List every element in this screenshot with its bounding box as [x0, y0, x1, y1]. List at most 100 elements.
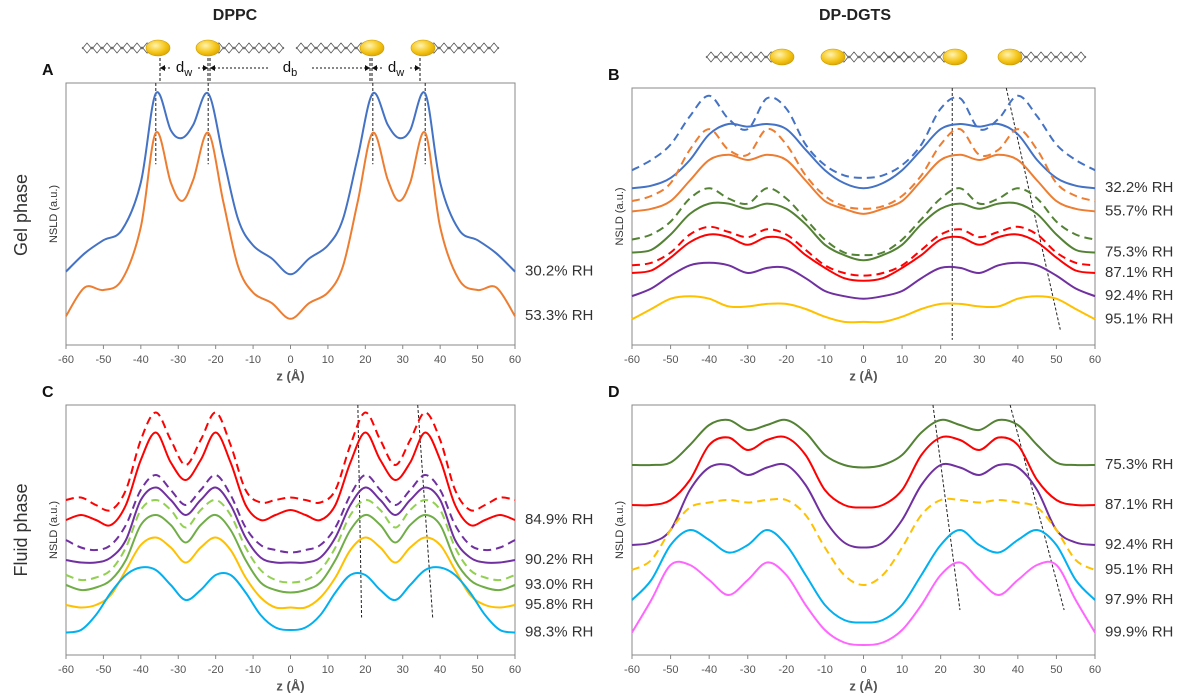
legend-label: 75.3% RH	[1105, 243, 1173, 260]
x-tick-label: -60	[624, 354, 640, 366]
guide-line	[1005, 87, 1061, 330]
x-tick-label: -50	[95, 664, 111, 676]
x-tick-label: -10	[245, 354, 261, 366]
series-line	[65, 431, 516, 527]
x-tick-label: 0	[860, 354, 866, 366]
x-tick-label: 30	[973, 354, 985, 366]
lipid-head	[145, 39, 171, 57]
series-line	[631, 560, 1096, 646]
x-tick-label: 50	[471, 664, 483, 676]
series-line	[631, 94, 1096, 179]
series-line	[631, 497, 1096, 587]
plot-frame	[631, 87, 1096, 346]
x-tick-label: -50	[663, 354, 679, 366]
x-tick-label: -40	[701, 354, 717, 366]
x-tick-label: 10	[322, 664, 334, 676]
legend-label: 98.3% RH	[525, 623, 593, 640]
legend-label: 92.4% RH	[1105, 536, 1173, 553]
row-label: Gel phase	[11, 174, 31, 256]
x-tick-label: 20	[359, 664, 371, 676]
x-tick-label: 50	[1050, 354, 1062, 366]
lipid-tail	[207, 46, 285, 54]
legend-label: 90.2% RH	[525, 551, 593, 568]
x-tick-label: 20	[359, 354, 371, 366]
y-axis-label: NSLD (a.u.)	[614, 187, 626, 245]
lipid-tail	[81, 42, 159, 50]
lipid-tail	[295, 42, 373, 50]
series-line	[65, 131, 516, 320]
series-line	[65, 536, 516, 610]
lipid-tail	[1009, 55, 1087, 63]
x-tick-label: 10	[322, 354, 334, 366]
series-line	[631, 225, 1096, 277]
x-tick-label: -30	[740, 354, 756, 366]
series-line	[631, 153, 1096, 215]
panel-label: A	[42, 62, 54, 79]
y-axis-label: NSLD (a.u.)	[614, 501, 626, 559]
legend-label: 93.0% RH	[525, 576, 593, 593]
series-line	[631, 127, 1096, 210]
x-tick-label: 30	[397, 664, 409, 676]
x-tick-label: 20	[935, 354, 947, 366]
x-tick-label: -10	[245, 664, 261, 676]
x-tick-label: -50	[95, 354, 111, 366]
x-axis-label: z (Å)	[276, 368, 304, 383]
annotation-main: d	[283, 59, 291, 76]
lipid-head	[820, 48, 846, 66]
series-line	[631, 261, 1096, 300]
x-tick-label: 60	[1089, 354, 1101, 366]
series-line	[65, 411, 516, 512]
panel-label: D	[608, 384, 620, 401]
series-line	[631, 528, 1096, 624]
legend-label: 87.1% RH	[1105, 264, 1173, 281]
series-line	[631, 462, 1096, 549]
lipid-tail	[705, 55, 783, 63]
x-tick-label: -50	[663, 664, 679, 676]
x-axis-label: z (Å)	[276, 678, 304, 693]
lipid-tail	[878, 55, 956, 63]
x-tick-label: -60	[58, 664, 74, 676]
series-line	[631, 187, 1096, 257]
series-line	[631, 418, 1096, 469]
x-axis-label: z (Å)	[849, 678, 877, 693]
x-tick-label: -30	[170, 354, 186, 366]
x-tick-label: 0	[860, 664, 866, 676]
legend-label: 95.1% RH	[1105, 561, 1173, 578]
x-tick-label: 40	[434, 354, 446, 366]
x-tick-label: -20	[208, 664, 224, 676]
x-tick-label: 40	[1012, 354, 1024, 366]
annotation-sub: w	[183, 67, 192, 79]
row-label: Fluid phase	[11, 483, 31, 576]
legend-label: 92.4% RH	[1105, 287, 1173, 304]
x-tick-label: -20	[208, 354, 224, 366]
annotation: dw	[388, 59, 404, 79]
x-tick-label: 60	[509, 664, 521, 676]
annotation-main: d	[388, 59, 396, 76]
lipid-cartoons	[81, 39, 1087, 66]
lipid-head	[997, 48, 1023, 66]
guide-line	[932, 404, 961, 611]
x-tick-label: -40	[701, 664, 717, 676]
annotation: dw	[176, 59, 192, 79]
legend-label: 87.1% RH	[1105, 496, 1173, 513]
legend-label: 55.7% RH	[1105, 202, 1173, 219]
series-line	[631, 122, 1096, 190]
x-tick-label: 10	[896, 664, 908, 676]
annotation: db	[283, 59, 297, 79]
annotation-sub: w	[395, 67, 404, 79]
plot-frame	[631, 404, 1096, 656]
panel-label: B	[608, 67, 620, 84]
x-tick-label: 50	[1050, 664, 1062, 676]
plot-frame	[65, 82, 516, 346]
x-tick-label: -40	[133, 664, 149, 676]
x-tick-label: 0	[287, 664, 293, 676]
lipid-tail	[422, 46, 500, 54]
legend-label: 95.8% RH	[525, 596, 593, 613]
lipid-tail	[878, 51, 956, 59]
column-title: DP-DGTS	[819, 7, 891, 24]
x-tick-label: -60	[624, 664, 640, 676]
lipid-head	[359, 39, 385, 57]
x-axis-label: z (Å)	[849, 368, 877, 383]
x-tick-label: 40	[434, 664, 446, 676]
